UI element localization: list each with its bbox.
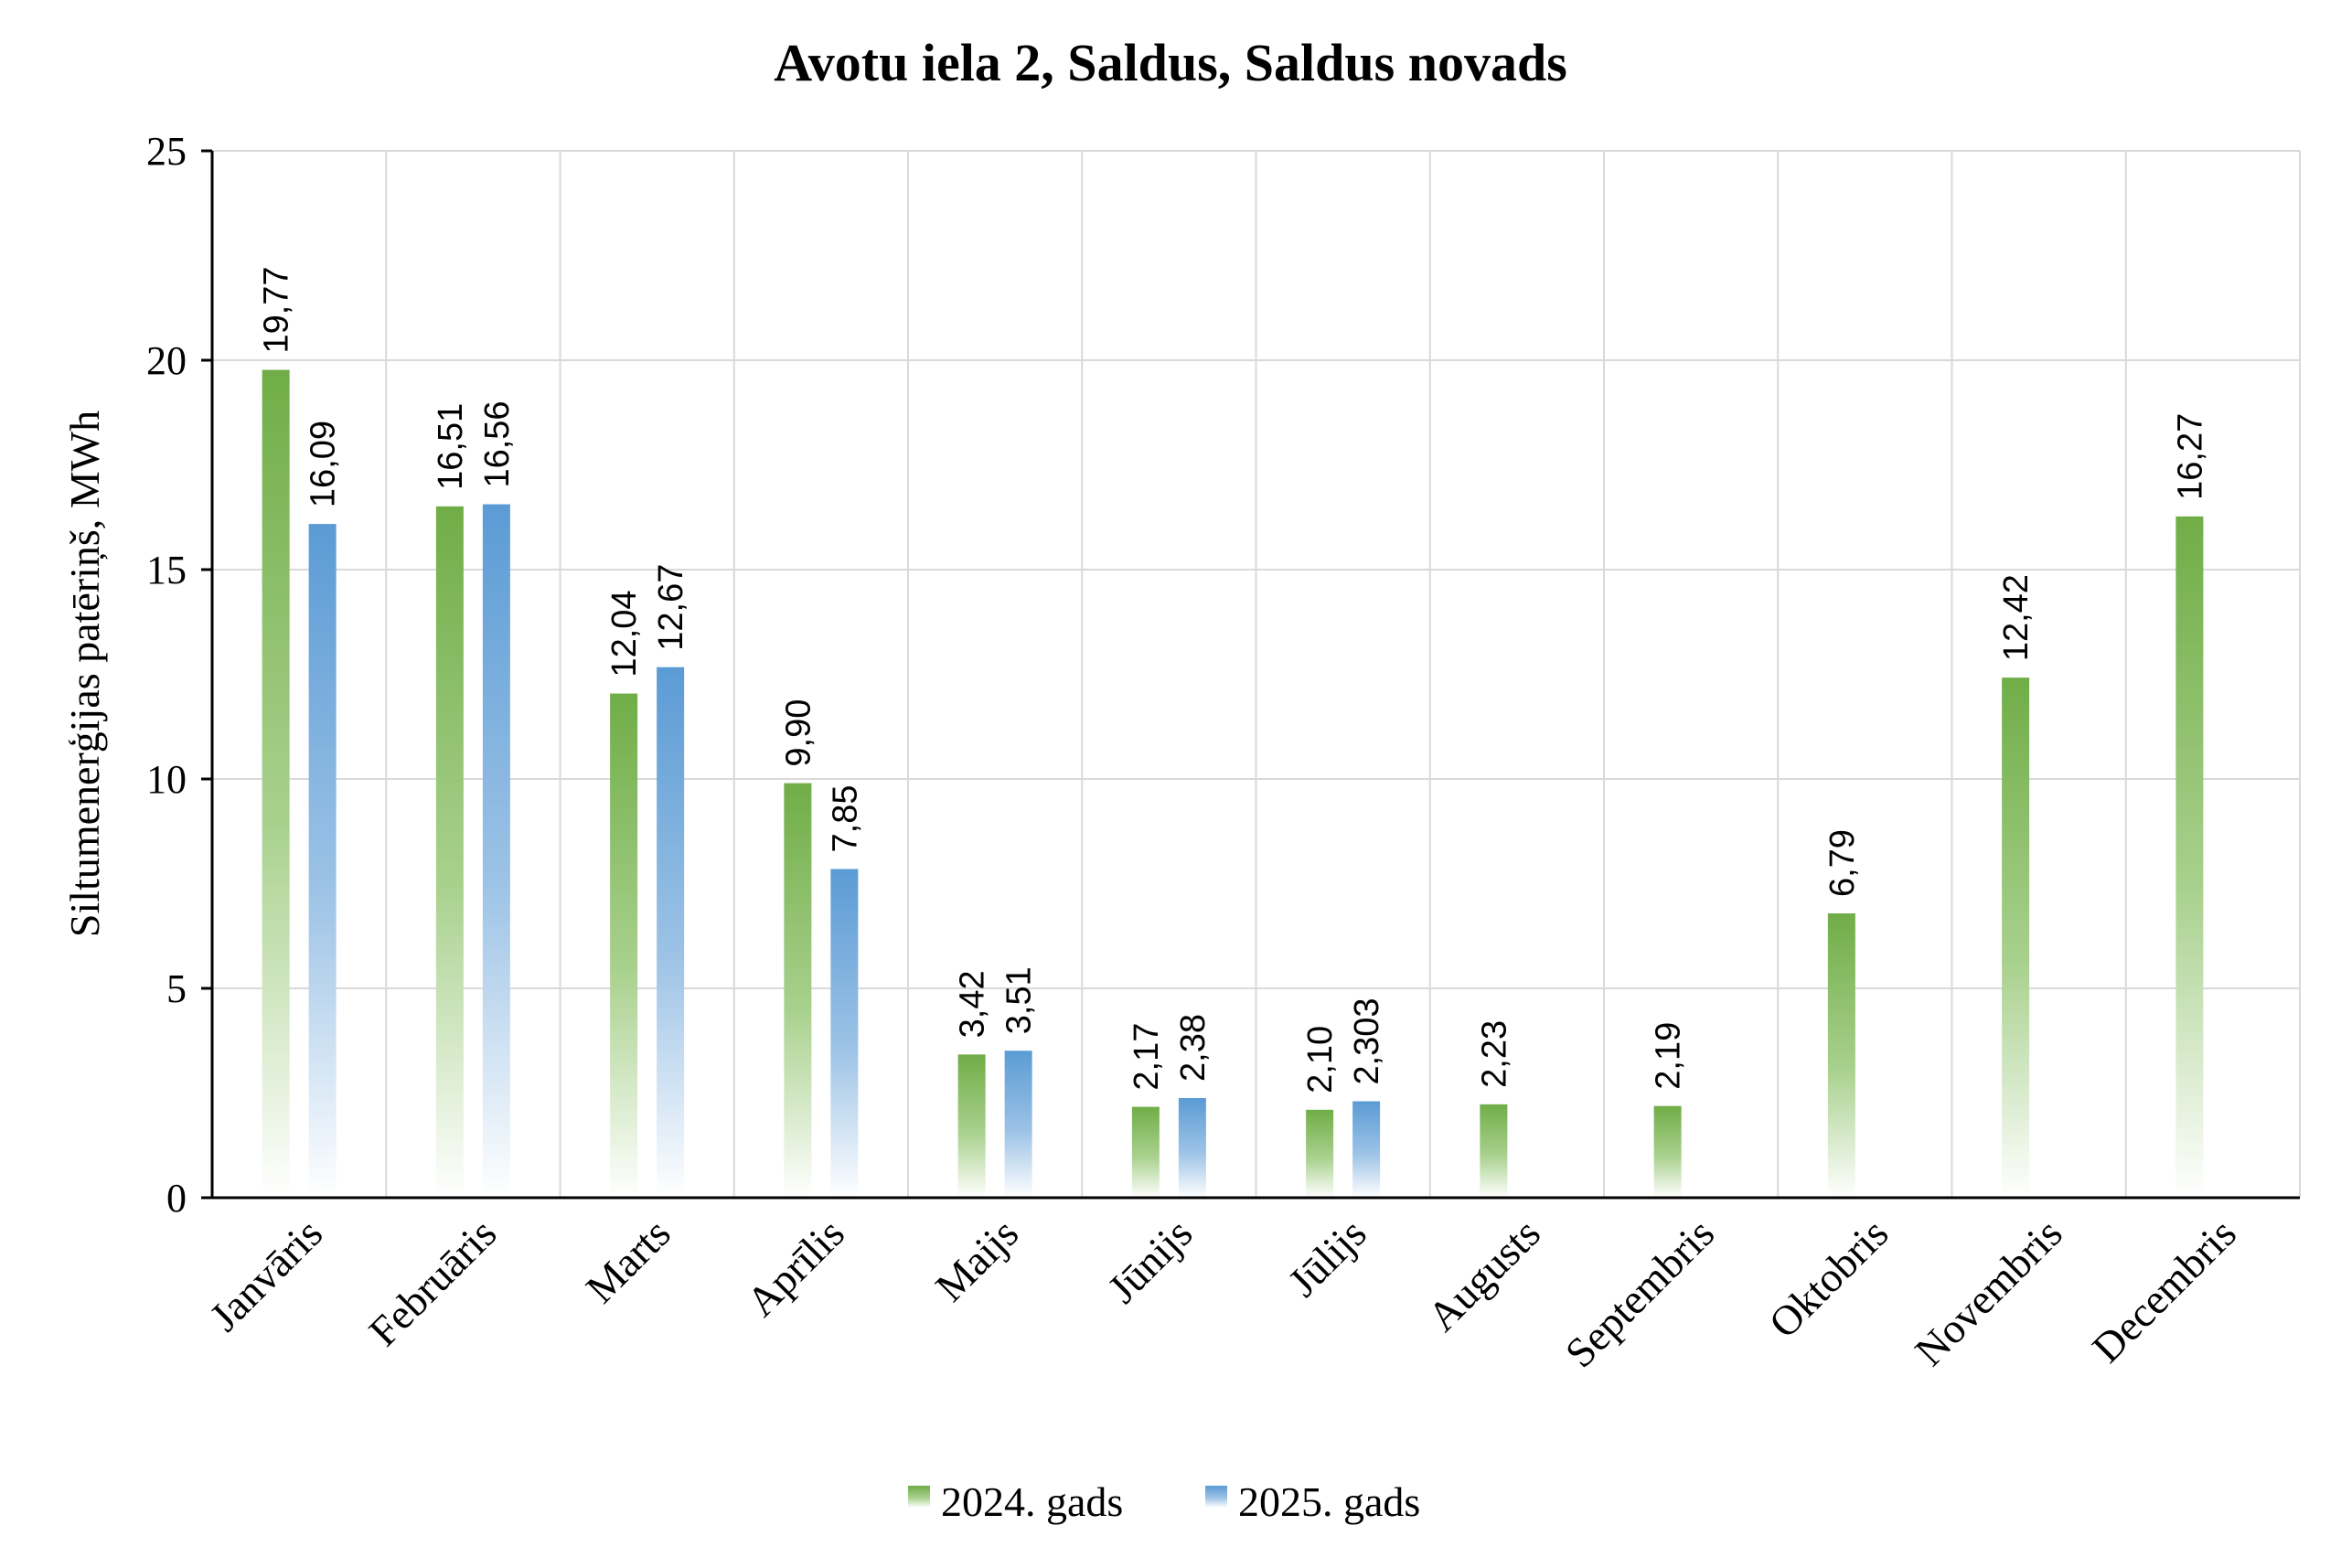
- x-tick-label: Februāris: [360, 1210, 506, 1355]
- chart-title: Avotu iela 2, Saldus, Saldus novads: [774, 33, 1567, 92]
- data-label: 6,79: [1823, 829, 1862, 897]
- legend-label: 2025. gads: [1238, 1478, 1420, 1525]
- data-label: 12,42: [1997, 574, 2036, 661]
- bar-2024: [1480, 1104, 1508, 1198]
- x-tick-label: Jūlijs: [1279, 1210, 1375, 1306]
- y-tick-label: 5: [166, 966, 187, 1011]
- bar-2024: [957, 1054, 986, 1198]
- data-label: 3,51: [1000, 966, 1039, 1034]
- bar-2025: [1004, 1051, 1032, 1198]
- bar-2024: [610, 693, 638, 1198]
- legend-swatch-2025: [1205, 1486, 1227, 1508]
- bar-2024: [2175, 516, 2204, 1198]
- data-label: 9,90: [779, 699, 818, 767]
- data-label: 2,19: [1650, 1022, 1688, 1090]
- y-tick-label: 25: [146, 129, 187, 174]
- data-label: 19,77: [258, 266, 296, 353]
- data-label: 2,10: [1301, 1026, 1340, 1093]
- x-tick-label: Oktobris: [1760, 1210, 1897, 1347]
- bar-2025: [1178, 1097, 1206, 1198]
- x-tick-label: Marts: [577, 1210, 679, 1312]
- x-tick-label: Janvāris: [201, 1210, 332, 1340]
- y-tick-label: 0: [166, 1176, 187, 1221]
- x-tick-label: Maijs: [926, 1210, 1027, 1310]
- bar-2024: [1131, 1106, 1160, 1198]
- bar-2024: [2002, 677, 2030, 1198]
- data-label: 7,85: [826, 785, 864, 853]
- data-label: 2,303: [1348, 997, 1386, 1084]
- bar-2024: [1306, 1109, 1334, 1198]
- data-label: 2,23: [1475, 1020, 1513, 1088]
- y-tick-label: 15: [146, 548, 187, 592]
- data-label: 2,17: [1128, 1023, 1166, 1091]
- data-label: 16,09: [305, 421, 343, 507]
- y-axis-title: Siltumenerģijas patēriņš, MWh: [61, 411, 108, 937]
- bars: [262, 369, 2204, 1198]
- x-tick-label: Decembris: [2083, 1210, 2245, 1371]
- y-tick-label: 10: [146, 757, 187, 802]
- x-tick-label: Jūnijs: [1098, 1210, 1201, 1312]
- bar-2025: [830, 869, 859, 1198]
- bar-2025: [657, 667, 685, 1198]
- data-label: 2,38: [1174, 1014, 1213, 1082]
- bar-2025: [308, 524, 337, 1198]
- x-tick-label: Septembris: [1556, 1210, 1723, 1376]
- bar-2025: [1352, 1101, 1381, 1198]
- y-tick-label: 20: [146, 338, 187, 383]
- x-tick-label: Novembris: [1906, 1210, 2071, 1375]
- data-labels: 19,77 16,51 12,04 9,90 3,42 2,17 2,10 2,23 2,19 6…: [258, 266, 2210, 1093]
- bar-2024: [1653, 1105, 1682, 1198]
- axes: 0 5 10 15 20 25 Janvāris Februāris Marts Aprīlis M…: [146, 129, 2300, 1376]
- data-label: 12,04: [605, 590, 644, 677]
- bar-2024: [262, 369, 290, 1198]
- legend-label: 2024. gads: [941, 1478, 1123, 1525]
- x-tick-label: Aprīlis: [738, 1210, 853, 1325]
- data-label: 16,27: [2171, 413, 2209, 500]
- bar-2024: [784, 783, 812, 1198]
- data-label: 16,56: [478, 400, 517, 487]
- x-tick-label: Augusts: [1418, 1210, 1549, 1340]
- legend: 2024. gads 2025. gads: [908, 1478, 1420, 1525]
- bar-2025: [482, 504, 510, 1198]
- data-label: 16,51: [432, 403, 470, 490]
- data-label: 3,42: [954, 970, 992, 1038]
- legend-swatch-2024: [908, 1486, 930, 1508]
- data-label: 12,67: [652, 564, 690, 651]
- bar-2024: [435, 506, 464, 1198]
- bar-2024: [1827, 913, 1855, 1198]
- gridlines: [211, 150, 2301, 1198]
